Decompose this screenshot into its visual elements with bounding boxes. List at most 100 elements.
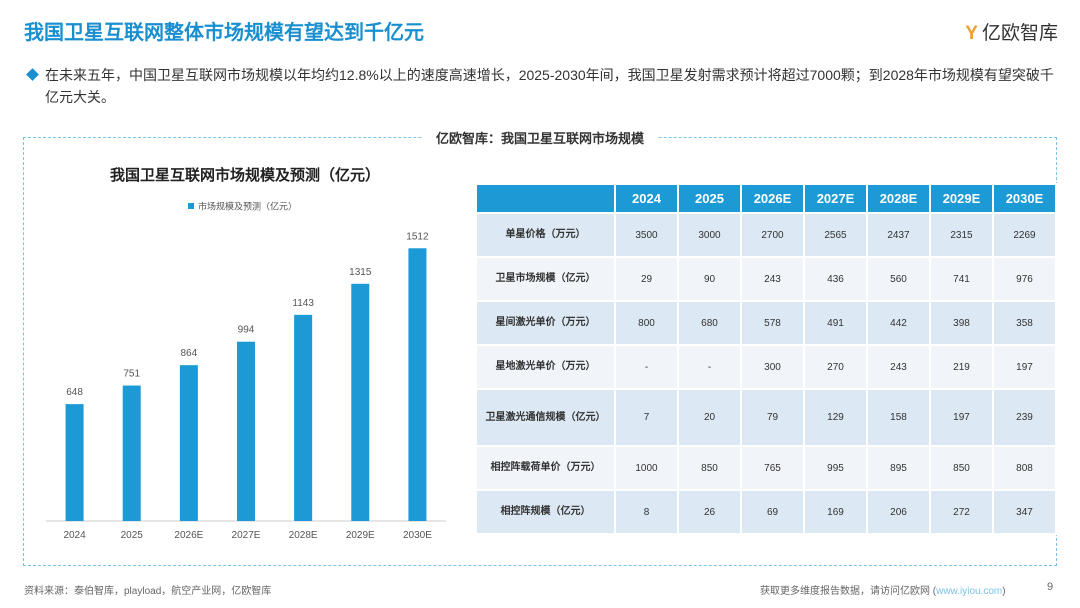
bar	[351, 283, 370, 521]
cell: 2700	[740, 212, 805, 258]
bar	[237, 341, 255, 521]
cell: 29	[614, 256, 679, 302]
legend-label: 市场规模及预测（亿元）	[198, 200, 297, 211]
column-header: 2024	[614, 183, 679, 214]
table-row: 相控阵载荷单价（万元） 1000 850 765 995 895 850 808	[475, 445, 1057, 491]
data-label: 648	[66, 387, 83, 398]
more-prefix: 获取更多维度报告数据，请访问亿欧网 (	[760, 586, 937, 597]
table-row: 单星价格（万元） 3500 3000 2700 2565 2437 2315 2269	[475, 212, 1057, 258]
cell: 20	[677, 388, 742, 447]
x-tick-label: 2028E	[289, 530, 318, 541]
table-row: 星间激光单价（万元） 800 680 578 491 442 398 358	[475, 300, 1057, 346]
chart: 我国卫星互联网市场规模及预测（亿元） 市场规模及预测（亿元） 2024 648 202…	[46, 166, 446, 541]
cell: 578	[740, 300, 805, 346]
cell: 347	[992, 489, 1057, 535]
cell: 560	[866, 256, 931, 302]
column-header: 2025	[677, 183, 742, 214]
data-label: 864	[181, 348, 198, 359]
corner-cell	[475, 183, 616, 214]
cell: 26	[677, 489, 742, 535]
cell: 79	[740, 388, 805, 447]
cell: 680	[677, 300, 742, 346]
cell: 2437	[866, 212, 931, 258]
x-tick-label: 2030E	[403, 530, 432, 541]
header-row: 2024 2025 2026E 2027E 2028E 2029E 2030E	[475, 183, 1057, 214]
row-label: 相控阵载荷单价（万元）	[475, 445, 616, 491]
data-label: 1143	[292, 298, 314, 309]
cell: 808	[992, 445, 1057, 491]
row-label: 单星价格（万元）	[475, 212, 616, 258]
cell: 436	[803, 256, 868, 302]
x-tick-label: 2025	[121, 530, 144, 541]
cell: 1000	[614, 445, 679, 491]
more-info: 获取更多维度报告数据，请访问亿欧网 (www.iyiou.com)	[760, 582, 1006, 597]
link[interactable]: www.iyiou.com	[936, 586, 1003, 597]
cell: 850	[929, 445, 994, 491]
row-label: 星地激光单价（万元）	[475, 344, 616, 390]
cell: 197	[929, 388, 994, 447]
column-header: 2026E	[740, 183, 805, 214]
table-row: 卫星激光通信规模（亿元） 7 20 79 129 158 197 239	[475, 388, 1057, 447]
cell: 442	[866, 300, 931, 346]
cell: 2269	[992, 212, 1057, 258]
cell: 398	[929, 300, 994, 346]
row-label: 卫星市场规模（亿元）	[475, 256, 616, 302]
more-suffix: )	[1002, 586, 1006, 597]
panel-title-text: 亿欧智库：我国卫星互联网市场规模	[421, 131, 658, 146]
data-label: 1315	[349, 267, 372, 278]
cell: 2315	[929, 212, 994, 258]
bar	[65, 404, 84, 521]
summary: 在未来五年，中国卫星互联网市场规模以年均约12.8%以上的速度高速增长，2025…	[45, 67, 1054, 105]
cell: 3500	[614, 212, 679, 258]
data-label: 994	[238, 325, 255, 336]
column-header: 2028E	[866, 183, 931, 214]
cell: 741	[929, 256, 994, 302]
row-label: 卫星激光通信规模（亿元）	[475, 388, 616, 447]
cell: 976	[992, 256, 1057, 302]
row-label: 相控阵规模（亿元）	[475, 489, 616, 535]
cell: 491	[803, 300, 868, 346]
cell: 239	[992, 388, 1057, 447]
cell: 69	[740, 489, 805, 535]
cell: 243	[740, 256, 805, 302]
cell: 7	[614, 388, 679, 447]
source: 资料来源：泰伯智库，playload，航空产业网，亿欧智库	[24, 586, 272, 597]
cell: 243	[866, 344, 931, 390]
cell: 850	[677, 445, 742, 491]
cell: 197	[992, 344, 1057, 390]
cell: 765	[740, 445, 805, 491]
cell: 800	[614, 300, 679, 346]
table-row: 相控阵规模（亿元） 8 26 69 169 206 272 347	[475, 489, 1057, 535]
x-tick-label: 2029E	[346, 530, 375, 541]
x-tick-label: 2024	[63, 530, 86, 541]
chart-title: 我国卫星互联网市场规模及预测（亿元）	[110, 166, 380, 184]
cell: 300	[740, 344, 805, 390]
cell: -	[614, 344, 679, 390]
bullet	[26, 68, 39, 81]
cell: 169	[803, 489, 868, 535]
cell: 129	[803, 388, 868, 447]
bar	[179, 365, 198, 521]
cell: 8	[614, 489, 679, 535]
x-tick-label: 2027E	[232, 530, 261, 541]
column-header: 2027E	[803, 183, 868, 214]
bar	[294, 314, 313, 521]
cell: 158	[866, 388, 931, 447]
cell: 219	[929, 344, 994, 390]
page-number: 9	[1047, 581, 1054, 593]
cell: -	[677, 344, 742, 390]
cell: 995	[803, 445, 868, 491]
panel-title: 亿欧智库：我国卫星互联网市场规模	[0, 128, 1080, 147]
cell: 90	[677, 256, 742, 302]
cell: 272	[929, 489, 994, 535]
cell: 2565	[803, 212, 868, 258]
data-label: 751	[123, 369, 140, 380]
cell: 358	[992, 300, 1057, 346]
legend-swatch	[188, 203, 194, 209]
data-table: 2024 2025 2026E 2027E 2028E 2029E 2030E 单星价格（万元…	[475, 183, 1057, 535]
data-label: 1512	[406, 231, 429, 242]
x-tick-label: 2026E	[174, 530, 203, 541]
cell: 895	[866, 445, 931, 491]
cell: 270	[803, 344, 868, 390]
